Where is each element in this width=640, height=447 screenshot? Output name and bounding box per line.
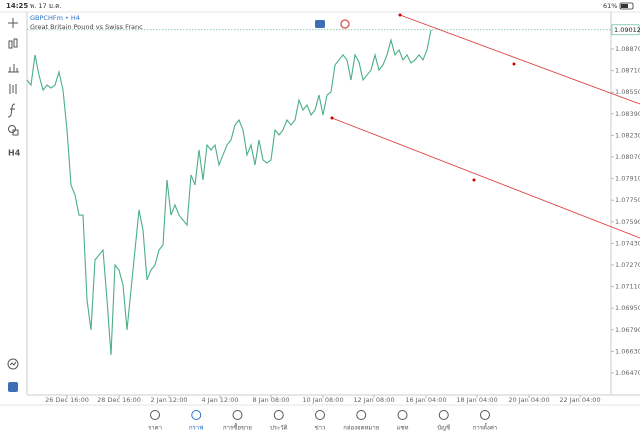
battery-icon	[619, 2, 634, 10]
y-tick-label: 1.06470	[615, 369, 640, 377]
x-tick-label: 28 Dec 16:00	[97, 396, 141, 404]
nav-icon	[191, 410, 202, 420]
y-tick-label: 1.07590	[615, 218, 640, 226]
crosshair-tool[interactable]	[8, 18, 18, 28]
trend-line[interactable]	[399, 14, 640, 105]
y-tick-label: 1.07430	[615, 239, 640, 247]
nav-item[interactable]: กล่องจดหมาย	[343, 410, 379, 432]
y-tick-label: 1.08550	[615, 88, 640, 96]
x-tick-label: 4 Jan 12:00	[201, 396, 238, 404]
symbol: GBPCHFm • H4	[30, 14, 80, 22]
status-date: พ. 17 ม.ค.	[30, 2, 62, 10]
y-tick-label: 1.08390	[615, 110, 640, 118]
chart-type-tool[interactable]	[8, 38, 18, 49]
nav-item[interactable]: บัญชี	[437, 410, 450, 432]
nav-icon	[356, 410, 367, 420]
y-tick-label: 1.08710	[615, 67, 640, 75]
x-tick-label: 8 Jan 08:00	[252, 396, 289, 404]
trend-lines	[331, 14, 640, 239]
nav-label: กราฟ	[189, 425, 203, 432]
nav-label: การตั้งค่า	[473, 422, 497, 432]
x-tick-label: 22 Jan 04:00	[559, 396, 600, 404]
battery-percent: 61%	[603, 2, 617, 10]
signal-button[interactable]	[340, 19, 350, 29]
x-tick-label: 2 Jan 12:00	[150, 396, 187, 404]
y-tick-label: 1.08070	[615, 153, 640, 161]
shapes-tool[interactable]	[8, 125, 19, 136]
nav-icon	[397, 410, 408, 420]
left-toolbar	[7, 18, 19, 370]
status-time: 14:25	[6, 2, 28, 10]
symbol-description: Great Britain Pound vs Swiss Franc	[30, 23, 143, 31]
function-tool[interactable]	[7, 103, 16, 118]
x-tick-label: 26 Dec 16:00	[45, 396, 89, 404]
nav-icon	[480, 410, 490, 420]
y-tick-label: 1.07910	[615, 175, 640, 183]
last-price-label: 1.09012	[614, 26, 640, 34]
nav-label: ข่าว	[315, 425, 326, 432]
nav-icon	[150, 410, 160, 420]
nav-label: การซื้อขาย	[223, 422, 252, 432]
indicators-tool[interactable]	[8, 64, 19, 73]
y-tick-label: 1.07750	[615, 196, 640, 204]
nav-label: แชท	[397, 425, 409, 432]
nav-item[interactable]: การตั้งค่า	[473, 410, 497, 432]
y-tick-label: 1.07270	[615, 261, 640, 269]
x-tick-label: 18 Jan 04:00	[456, 396, 497, 404]
nav-label: ราคา	[148, 425, 162, 432]
nav-item[interactable]: การซื้อขาย	[223, 410, 252, 432]
x-tick-label: 10 Jan 08:00	[302, 396, 343, 404]
nav-item[interactable]: แชท	[397, 410, 409, 432]
nav-item[interactable]: ข่าว	[315, 410, 326, 432]
nav-icon	[315, 410, 325, 420]
nav-label: กล่องจดหมาย	[343, 425, 379, 432]
y-tick-label: 1.06630	[615, 347, 640, 355]
nav-label: ประวัติ	[270, 425, 288, 432]
trend-handles	[330, 13, 516, 182]
handle[interactable]	[512, 62, 516, 66]
handle[interactable]	[398, 13, 402, 17]
y-tick-label: 1.08230	[615, 131, 640, 139]
nav-icon	[438, 410, 449, 420]
y-tick-label: 1.06950	[615, 304, 640, 312]
timeframe-button[interactable]: H4	[8, 149, 21, 158]
nav-label: บัญชี	[437, 424, 450, 432]
price-line	[26, 29, 432, 355]
last-price-box	[611, 24, 640, 36]
y-tick-label: 1.07110	[615, 283, 640, 291]
nav-item[interactable]: ราคา	[148, 410, 162, 432]
nav-item[interactable]: กราฟ	[189, 410, 203, 432]
objects-tool[interactable]	[9, 84, 17, 94]
nav-item[interactable]: ประวัติ	[270, 410, 288, 432]
trend-line[interactable]	[331, 117, 640, 239]
y-tick-label: 1.06790	[615, 326, 640, 334]
handle[interactable]	[472, 178, 476, 182]
trade-button[interactable]	[8, 382, 18, 392]
nav-icon	[273, 410, 284, 420]
x-tick-label: 20 Jan 04:00	[508, 396, 549, 404]
x-tick-label: 16 Jan 04:00	[405, 396, 446, 404]
battery-level	[621, 4, 628, 8]
one-click-button[interactable]	[315, 20, 325, 28]
x-tick-label: 12 Jan 08:00	[353, 396, 394, 404]
y-tick-label: 1.08870	[615, 45, 640, 53]
zoom-tool[interactable]	[7, 358, 19, 370]
handle[interactable]	[330, 116, 334, 120]
nav-icon	[232, 410, 243, 420]
